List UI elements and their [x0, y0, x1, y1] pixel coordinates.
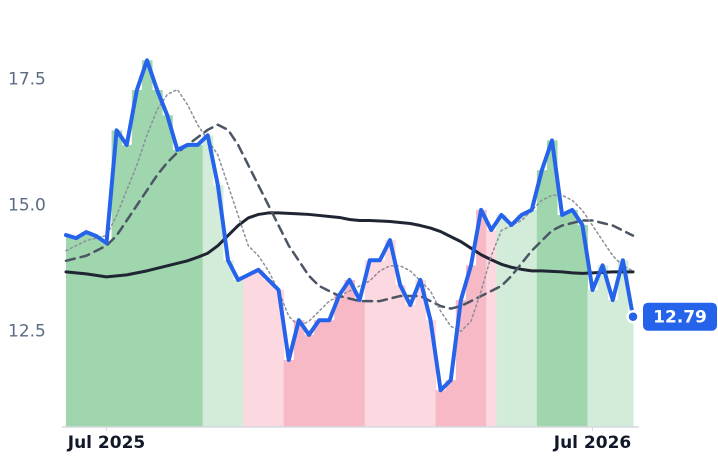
area-bar	[314, 320, 325, 427]
y-tick-label: 17.5	[8, 69, 46, 89]
area-bar	[445, 380, 457, 427]
series-line	[64, 123, 635, 310]
area-bar	[607, 300, 619, 427]
area-bar	[455, 300, 467, 427]
area-bar	[617, 260, 629, 427]
area-bar	[111, 130, 123, 427]
x-tick-label: Jul 2026	[553, 433, 632, 453]
area-bar	[334, 295, 345, 427]
area-bar	[496, 214, 507, 427]
area-bar	[273, 289, 285, 427]
area-bar	[405, 305, 416, 427]
area-bar	[536, 170, 548, 427]
area-bar	[182, 144, 194, 428]
area-bar	[192, 144, 204, 428]
area-bar	[263, 279, 275, 427]
series-line	[64, 211, 635, 279]
area-bar	[253, 269, 264, 427]
area-bar	[344, 279, 356, 427]
area-bar	[66, 235, 72, 427]
y-tick-label: 12.5	[8, 321, 46, 341]
area-bar	[324, 320, 335, 427]
value-label: 12.79	[653, 308, 707, 328]
last-point	[626, 309, 640, 324]
area-bar	[364, 260, 376, 427]
area-bar	[222, 260, 234, 427]
area-bar	[303, 334, 315, 427]
area-bar	[425, 320, 437, 427]
area-bar	[202, 135, 214, 427]
area-bar	[172, 149, 183, 428]
area-bar	[435, 390, 447, 427]
area-bar	[526, 209, 538, 427]
area-bar	[627, 316, 634, 427]
area-bar	[283, 360, 295, 427]
area-bar	[212, 185, 224, 427]
area-bar	[293, 320, 305, 427]
area-bar	[476, 209, 487, 427]
area-bar	[243, 274, 254, 427]
area-bar	[162, 115, 173, 428]
area-bar	[577, 225, 588, 427]
area-bar	[121, 144, 133, 428]
area-bar	[233, 279, 244, 427]
area-bar	[557, 214, 568, 427]
area-bar	[91, 236, 102, 427]
area-bar	[415, 279, 426, 427]
area-bar	[486, 230, 497, 427]
series-line	[65, 88, 634, 333]
area-bar	[374, 260, 386, 427]
area-bar	[546, 140, 558, 428]
area-bar	[567, 209, 578, 427]
value-badge	[643, 302, 717, 331]
area-bar	[71, 238, 82, 427]
area-bar	[465, 265, 477, 427]
area-bar	[141, 60, 153, 427]
area-bar	[81, 232, 92, 427]
y-tick-label: 15.0	[8, 195, 46, 215]
area-bar	[597, 265, 609, 427]
area-bar	[506, 225, 518, 427]
area-bar	[152, 90, 163, 428]
area-bar	[395, 284, 406, 427]
area-bar	[131, 90, 143, 428]
area-bar	[384, 240, 396, 427]
area-bar	[354, 300, 366, 427]
area-bar	[516, 214, 528, 427]
area-bar	[101, 243, 113, 427]
area-bar	[587, 289, 599, 427]
series-line	[64, 58, 635, 393]
x-tick-label: Jul 2025	[67, 433, 146, 453]
